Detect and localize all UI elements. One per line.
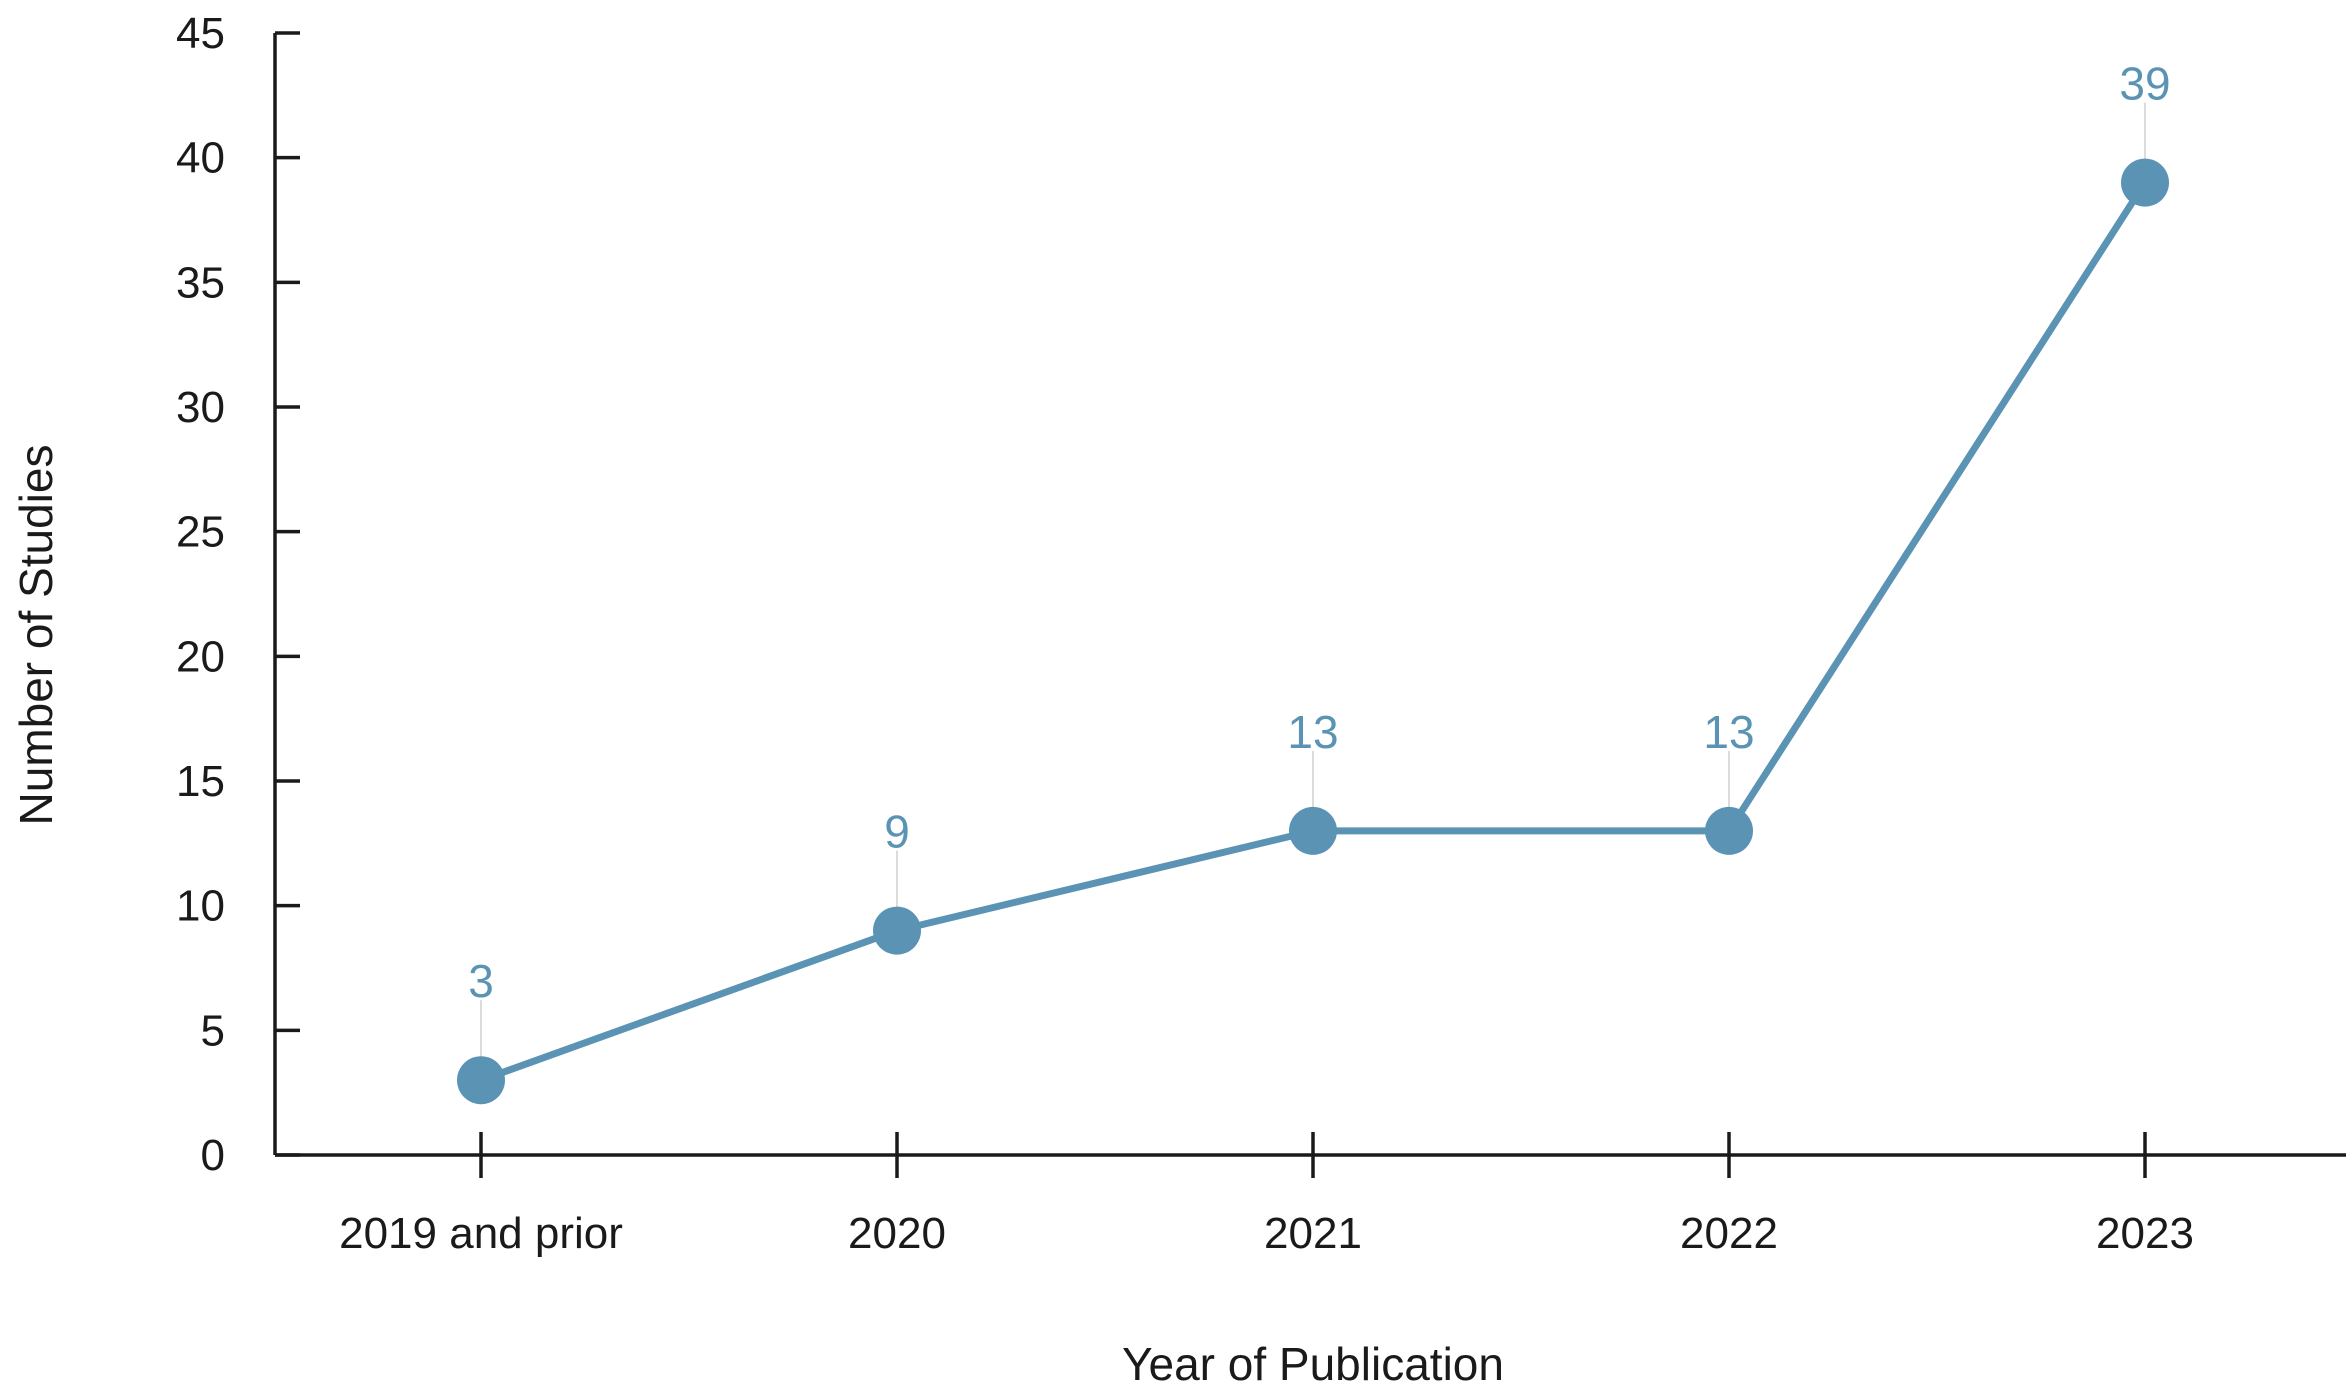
x-axis-title: Year of Publication: [1122, 1338, 1504, 1390]
data-point: [457, 1056, 505, 1105]
y-axis-title: Number of Studies: [10, 445, 62, 826]
y-tick-label: 0: [201, 1131, 225, 1180]
series-line-path: [479, 180, 2148, 1084]
series-line: [479, 180, 2148, 1084]
y-tick-label: 5: [201, 1006, 225, 1055]
x-tick-label: 2019 and prior: [339, 1209, 623, 1258]
y-tick-label: 20: [176, 632, 225, 681]
data-label: 13: [1287, 706, 1338, 758]
data-label: 9: [884, 806, 910, 858]
y-tick-label: 45: [176, 9, 225, 58]
x-tick-label: 2020: [848, 1209, 946, 1258]
data-label: 13: [1703, 706, 1754, 758]
x-tick-label: 2022: [1680, 1209, 1778, 1258]
data-point: [1705, 806, 1753, 855]
y-tick-label: 30: [176, 383, 225, 432]
y-tick-label: 25: [176, 508, 225, 557]
x-tick-label: 2021: [1264, 1209, 1362, 1258]
y-tick-label: 40: [176, 134, 225, 183]
y-tick-label: 35: [176, 258, 225, 307]
data-point: [1289, 806, 1337, 855]
data-label: 3: [468, 955, 494, 1007]
data-point: [2121, 158, 2169, 207]
x-axis: 2019 and prior 2020 2021 2022 2023: [275, 1132, 2346, 1258]
y-tick-label: 15: [176, 757, 225, 806]
data-label: 39: [2119, 58, 2170, 110]
x-tick-label: 2023: [2096, 1209, 2194, 1258]
data-point: [873, 906, 921, 955]
data-label-leaders: [480, 102, 2146, 1061]
y-tick-label: 10: [176, 882, 225, 931]
data-points: [457, 158, 2169, 1105]
y-axis: 0 5 10 15 20 25 30 35 40 45: [176, 9, 300, 1180]
